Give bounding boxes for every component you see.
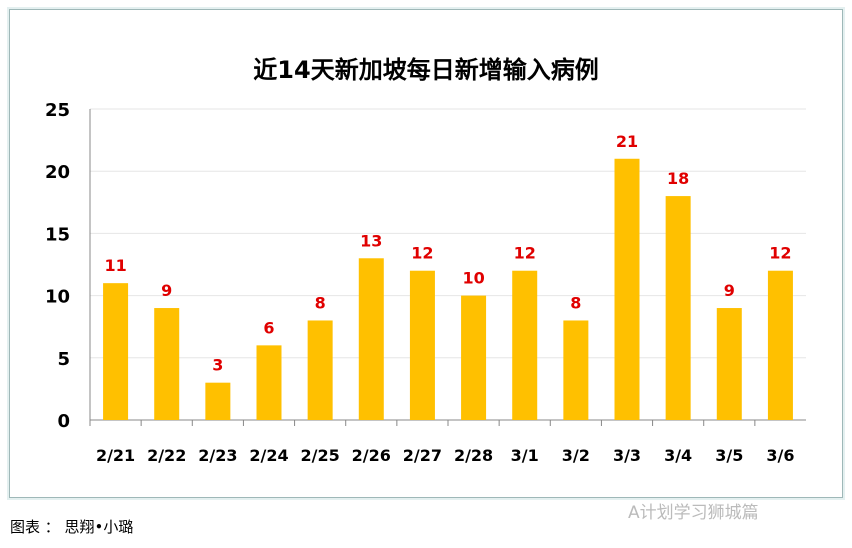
y-tick-label: 20 [45, 162, 70, 183]
y-tick-label: 0 [57, 411, 70, 432]
data-label: 12 [514, 244, 536, 263]
bar [154, 308, 180, 420]
data-label: 9 [724, 281, 735, 300]
x-tick-label: 2/22 [147, 446, 186, 465]
x-tick-label: 2/24 [249, 446, 288, 465]
chart-title: 近14天新加坡每日新增输入病例 [253, 56, 598, 84]
data-label: 3 [212, 356, 223, 375]
bar [409, 270, 435, 420]
x-tick-label: 2/26 [352, 446, 391, 465]
x-tick-label: 2/27 [403, 446, 442, 465]
x-tick-label: 2/25 [301, 446, 340, 465]
x-tick-label: 3/5 [715, 446, 743, 465]
bar [205, 382, 231, 420]
x-tick-label: 2/23 [198, 446, 237, 465]
bar [563, 320, 589, 420]
bar [307, 320, 333, 420]
bar [767, 270, 793, 420]
y-tick-label: 10 [45, 287, 70, 308]
bar [358, 258, 384, 420]
data-label: 21 [616, 132, 638, 151]
bar [256, 345, 282, 420]
data-label: 18 [667, 169, 689, 188]
data-label: 10 [462, 269, 484, 288]
x-tick-label: 3/4 [664, 446, 692, 465]
x-tick-label: 3/3 [613, 446, 641, 465]
y-tick-label: 5 [57, 349, 70, 370]
data-label: 8 [315, 293, 326, 312]
y-tick-label: 25 [45, 100, 70, 121]
x-tick-label: 3/1 [511, 446, 539, 465]
bar [461, 295, 487, 420]
y-tick-label: 15 [45, 224, 70, 245]
x-tick-label: 3/6 [766, 446, 794, 465]
data-label: 12 [411, 244, 433, 263]
data-label: 9 [161, 281, 172, 300]
data-label: 11 [104, 256, 126, 275]
bar [103, 283, 129, 420]
x-tick-label: 3/2 [562, 446, 590, 465]
caption: 图表 ： 思翔•小璐 [10, 518, 134, 536]
data-label: 6 [263, 318, 274, 337]
data-label: 13 [360, 231, 382, 250]
watermark: A计划学习狮城篇 [628, 503, 759, 523]
x-tick-label: 2/21 [96, 446, 135, 465]
bar [614, 158, 640, 420]
bar [716, 308, 742, 420]
data-label: 12 [769, 244, 791, 263]
bar [512, 270, 538, 420]
data-label: 8 [570, 293, 581, 312]
bar [665, 196, 691, 420]
x-tick-label: 2/28 [454, 446, 493, 465]
